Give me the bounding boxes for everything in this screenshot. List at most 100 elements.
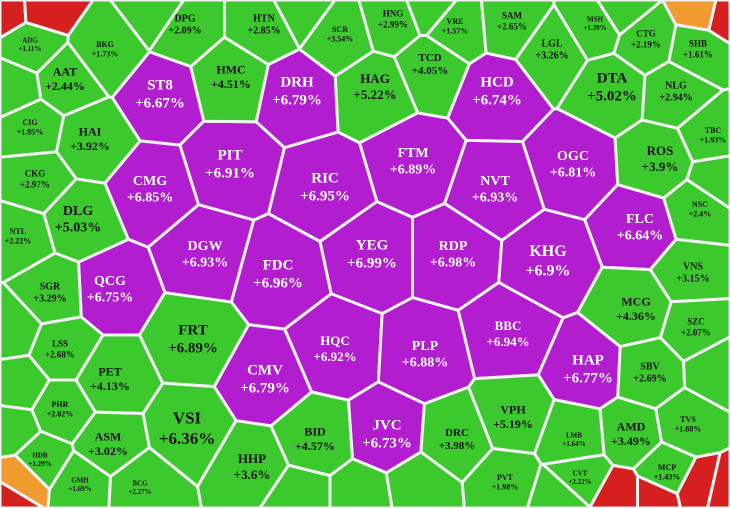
change: +2.22%: [568, 478, 591, 486]
ticker: FTM: [397, 146, 428, 161]
cell-shape: [675, 451, 722, 508]
change: +3.15%: [676, 273, 709, 284]
change: +3.49%: [611, 434, 651, 448]
change: +6.88%: [402, 356, 448, 371]
change: +6.36%: [159, 429, 215, 448]
ticker: VNS: [683, 261, 703, 272]
ticker: JVC: [372, 417, 401, 433]
change: +6.73%: [362, 435, 412, 451]
change: +1.29%: [28, 460, 51, 468]
stock-cell[interactable]: PLP +6.88%: [376, 296, 477, 406]
stock-cell[interactable]: BCG+2.27%: [107, 446, 203, 508]
ticker: HQC: [320, 333, 350, 348]
ticker: DGW: [188, 239, 223, 254]
ticker: CMV: [247, 362, 283, 378]
ticker: DPG: [174, 13, 195, 24]
ticker: MSH: [587, 15, 604, 23]
ticker: VSI: [173, 409, 202, 428]
ticker: BKG: [96, 40, 114, 49]
change: +4.51%: [211, 77, 251, 91]
ticker: KHG: [529, 243, 567, 260]
ticker: SZC: [687, 317, 705, 327]
change: +2.97%: [20, 179, 50, 189]
stock-cell[interactable]: CMG +6.85%: [103, 139, 201, 249]
stock-cell[interactable]: HAP +6.77%: [536, 310, 622, 411]
change: +2.27%: [128, 488, 151, 496]
ticker: LGL: [541, 38, 562, 49]
ticker: BID: [304, 425, 326, 439]
ticker: DRC: [445, 427, 469, 439]
change: +3.9%: [642, 159, 679, 174]
ticker: BBC: [495, 318, 522, 333]
change: +2.44%: [45, 79, 85, 93]
ticker: RIC: [311, 170, 339, 186]
ticker: HAG: [360, 71, 390, 86]
change: +2.09%: [168, 25, 201, 36]
ticker: VPH: [500, 403, 526, 417]
change: +1.95%: [17, 128, 44, 137]
change: +6.91%: [205, 165, 255, 181]
ticker: CMG: [133, 174, 167, 189]
cell-shape: [0, 56, 43, 119]
change: +5.03%: [55, 221, 101, 236]
cell-shape: [595, 0, 664, 37]
stock-cell[interactable]: CKG+2.97%: [0, 150, 78, 216]
change: +6.93%: [472, 191, 518, 206]
stock-cell[interactable]: HMC+4.51%: [189, 35, 270, 124]
cell-shape: [272, 0, 337, 51]
ticker: ROS: [647, 143, 674, 158]
change: +6.64%: [617, 229, 663, 244]
ticker: PHR: [52, 400, 69, 409]
stock-cell[interactable]: BID+4.57%: [269, 390, 354, 478]
change: +1.69%: [68, 485, 91, 493]
ticker: GMH: [71, 476, 89, 484]
stock-cell[interactable]: KHG +6.9%: [497, 207, 604, 320]
change: +5.22%: [353, 87, 396, 102]
ticker: DRH: [280, 74, 314, 90]
ticker: LSS: [52, 339, 68, 349]
cell-shape: [384, 450, 466, 508]
change: +2.07%: [681, 327, 711, 337]
ticker: SGR: [40, 281, 61, 292]
change: +6.95%: [300, 188, 350, 204]
ticker: ADG: [22, 36, 38, 44]
ticker: HTN: [253, 13, 275, 24]
filler-cell: [675, 451, 722, 508]
stock-cell[interactable]: PIT +6.91%: [178, 119, 286, 222]
change: +4.05%: [412, 65, 449, 77]
change: +6.85%: [127, 191, 173, 206]
filler-cell: [405, 0, 458, 37]
cell-shape: [552, 0, 622, 62]
change: +6.96%: [253, 275, 303, 291]
change: +6.79%: [240, 380, 290, 396]
ticker: BCG: [132, 479, 148, 487]
filler-cell: [588, 463, 639, 508]
ticker: QCG: [94, 274, 126, 289]
change: +6.89%: [390, 163, 436, 178]
stock-cell[interactable]: CIG+1.95%: [0, 97, 66, 159]
ticker: MCG: [621, 295, 650, 309]
filler-cell: [272, 0, 337, 51]
ticker: DTA: [597, 70, 628, 86]
change: +1.64%: [562, 440, 585, 448]
stock-cell[interactable]: MSH+1.39%: [552, 0, 622, 62]
change: +2.22%: [5, 237, 32, 246]
change: +3.6%: [234, 467, 271, 482]
filler-cell: [595, 0, 664, 37]
stock-cell[interactable]: DGW +6.93%: [146, 203, 256, 304]
cell-shape: [0, 97, 66, 159]
ticker: MCP: [658, 463, 676, 472]
cell-shape: [588, 463, 639, 508]
stock-cell[interactable]: PET+4.13%: [74, 333, 165, 416]
ticker: TBC: [705, 126, 722, 135]
ticker: AAT: [53, 65, 77, 79]
cell-shape: [682, 335, 730, 414]
change: +2.69%: [633, 373, 666, 384]
filler-cell: [0, 404, 43, 460]
stock-cell[interactable]: TBC+1.93%: [676, 87, 730, 164]
change: +2.99%: [378, 19, 408, 29]
change: +1.11%: [19, 45, 42, 53]
change: +1.57%: [442, 27, 469, 36]
ticker: FLC: [626, 212, 654, 227]
